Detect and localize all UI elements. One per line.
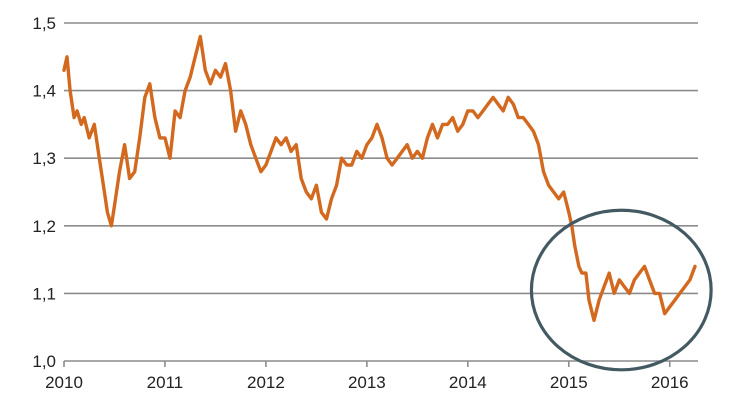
y-tick-label: 1,0 bbox=[32, 352, 56, 371]
y-tick-label: 1,2 bbox=[32, 217, 56, 236]
x-axis bbox=[63, 360, 698, 367]
y-tick-label: 1,1 bbox=[32, 284, 56, 303]
y-tick-label: 1,5 bbox=[32, 14, 56, 33]
annotation-layer bbox=[529, 208, 713, 372]
series-layer bbox=[62, 34, 697, 323]
y-gridlines bbox=[64, 22, 698, 295]
y-tick-label: 1,3 bbox=[32, 149, 56, 168]
y-tick-label: 1,4 bbox=[32, 82, 56, 101]
series-line bbox=[62, 34, 697, 323]
x-tick-labels: 2010 2011 2012 2013 2014 2015 2016 bbox=[45, 373, 689, 392]
x-tick-label: 2016 bbox=[651, 373, 689, 392]
x-tick-label: 2011 bbox=[147, 373, 184, 392]
y-tick-labels: 1,0 1,1 1,2 1,3 1,4 1,5 bbox=[32, 14, 56, 371]
x-tick-label: 2012 bbox=[247, 373, 285, 392]
x-tick-label: 2015 bbox=[550, 373, 588, 392]
x-tick-label: 2013 bbox=[348, 373, 386, 392]
x-tick-label: 2010 bbox=[45, 373, 83, 392]
x-tick-label: 2014 bbox=[449, 373, 487, 392]
highlight-ellipse bbox=[529, 208, 713, 372]
